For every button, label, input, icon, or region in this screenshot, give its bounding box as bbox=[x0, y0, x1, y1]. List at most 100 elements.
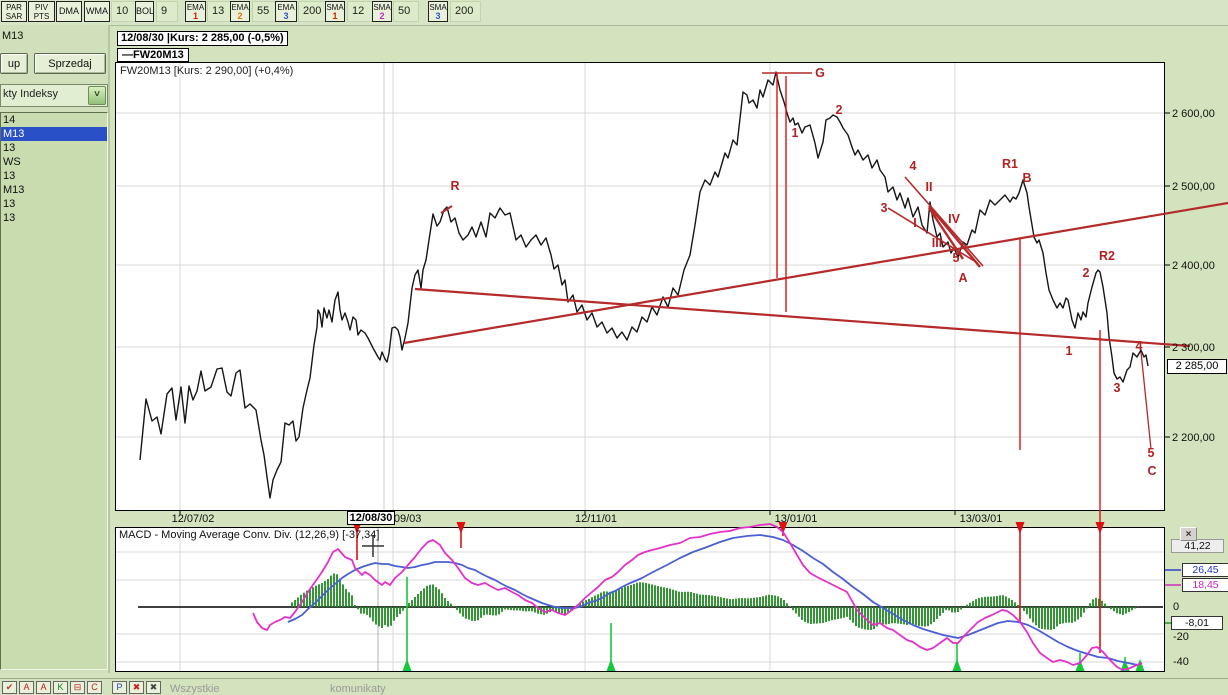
toolbar-button-wma[interactable]: WMA bbox=[84, 1, 110, 22]
sell-arrow-icon bbox=[352, 522, 362, 534]
y-tick-label: 2 400,00 bbox=[1172, 260, 1215, 272]
wave-label: I bbox=[913, 216, 916, 230]
y-tick-label: 2 500,00 bbox=[1172, 181, 1215, 193]
trend-line[interactable] bbox=[1140, 351, 1152, 450]
chevron-down-icon[interactable]: ˅ bbox=[88, 86, 106, 105]
instrument-list: 14 M13 13 WS 13 M13 13 13 bbox=[0, 112, 108, 670]
sell-arrow-icon bbox=[456, 522, 466, 534]
wave-label: G bbox=[815, 66, 825, 80]
instrument-list-item[interactable]: 13 bbox=[3, 212, 16, 224]
x-tick-label: 12/07/02 bbox=[172, 513, 215, 525]
main-price-plot[interactable] bbox=[115, 62, 1165, 511]
statusbar-button[interactable]: ⊟ bbox=[70, 681, 85, 694]
statusbar-button[interactable]: C bbox=[87, 681, 102, 694]
instrument-list-item[interactable]: M13 bbox=[3, 184, 25, 196]
statusbar-button[interactable]: P bbox=[112, 681, 127, 694]
instrument-list-item[interactable]: 14 bbox=[3, 114, 16, 126]
sell-arrow-icon bbox=[778, 522, 788, 534]
buy-button[interactable]: up bbox=[0, 53, 28, 74]
trend-line[interactable] bbox=[414, 287, 1191, 348]
toolbar-param-sma3-period[interactable]: 200 bbox=[450, 1, 481, 22]
instrument-list-item[interactable]: M13 bbox=[1, 127, 107, 141]
toolbar-button-ema3[interactable]: EMA 3 bbox=[275, 1, 297, 22]
status-text-right: komunikaty bbox=[330, 683, 386, 695]
buy-arrow-icon bbox=[952, 659, 962, 671]
wave-label: 1 bbox=[1066, 344, 1073, 358]
macd-close-button[interactable]: × bbox=[1180, 527, 1197, 541]
macd-axis-value-box: 26,45 bbox=[1182, 563, 1228, 577]
series-legend: —FW20M13 bbox=[117, 48, 189, 62]
trend-line[interactable] bbox=[928, 207, 964, 260]
wave-label: A bbox=[958, 271, 967, 285]
buy-arrow-icon bbox=[606, 659, 616, 671]
buy-arrow-icon bbox=[402, 659, 412, 671]
wave-label: R bbox=[450, 179, 459, 193]
wave-label: 5 bbox=[1148, 446, 1155, 460]
buy-arrow-icon bbox=[1075, 659, 1085, 671]
buy-arrow-icon bbox=[1135, 659, 1145, 671]
y-tick-label: 2 200,00 bbox=[1172, 432, 1215, 444]
toolbar-param-ema3-period[interactable]: 200 bbox=[298, 1, 329, 22]
trend-line[interactable] bbox=[887, 207, 977, 263]
sell-arrow-icon bbox=[1095, 522, 1105, 534]
trend-line[interactable] bbox=[928, 205, 981, 268]
statusbar-button[interactable]: K bbox=[53, 681, 68, 694]
instrument-list-item[interactable]: 13 bbox=[3, 142, 16, 154]
toolbar-button-sma3[interactable]: SMA 3 bbox=[428, 1, 448, 22]
statusbar-button[interactable]: ✖ bbox=[146, 681, 161, 694]
dropdown-value: kty Indeksy bbox=[3, 88, 59, 100]
wave-label: C bbox=[1147, 464, 1156, 478]
instrument-list-item[interactable]: WS bbox=[3, 156, 21, 168]
trend-line[interactable] bbox=[440, 205, 453, 214]
toolbar-button-par-sar[interactable]: PAR SAR bbox=[1, 1, 27, 22]
toolbar-param-sma2-period[interactable]: 50 bbox=[393, 1, 419, 22]
toolbar-param-ema2-period[interactable]: 55 bbox=[252, 1, 278, 22]
sidebar: M13 up Sprzedaj kty Indeksy ˅ 14 M13 13 WS 1… bbox=[0, 25, 110, 673]
toolbar-param-wma-period[interactable]: 10 bbox=[111, 1, 138, 22]
toolbar-button-piv-pts[interactable]: PIV PTS bbox=[28, 1, 55, 22]
statusbar-button[interactable]: ✔ bbox=[2, 681, 17, 694]
last-price-box: 2 285,00 bbox=[1167, 359, 1227, 374]
wave-label: IV bbox=[948, 212, 960, 226]
statusbar-button[interactable]: A bbox=[36, 681, 51, 694]
instrument-list-item[interactable]: 13 bbox=[3, 198, 16, 210]
toolbar-button-ema1[interactable]: EMA 1 bbox=[185, 1, 206, 22]
toolbar-button-bol[interactable]: BOL bbox=[135, 1, 154, 22]
toolbar-param-sma1-period[interactable]: 12 bbox=[347, 1, 373, 22]
wave-label: R2 bbox=[1099, 249, 1115, 263]
toolbar-button-dma[interactable]: DMA bbox=[56, 1, 82, 22]
toolbar-button-ema2[interactable]: EMA 2 bbox=[230, 1, 250, 22]
wave-label: 1 bbox=[792, 126, 799, 140]
wave-label: R1 bbox=[1002, 157, 1018, 171]
macd-axis-value-box: -8,01 bbox=[1171, 616, 1223, 630]
instrument-category-dropdown[interactable]: kty Indeksy ˅ bbox=[0, 84, 108, 107]
statusbar-button[interactable]: A bbox=[19, 681, 34, 694]
trend-line[interactable] bbox=[403, 201, 1228, 345]
wave-label: 3 bbox=[881, 201, 888, 215]
status-text-left: Wszystkie bbox=[170, 683, 220, 695]
bottom-toolbar: ✔ A A K ⊟ C P ✖ ✖ Wszystkie komunikaty bbox=[0, 678, 1228, 695]
sidebar-symbol-partial: M13 bbox=[2, 30, 24, 42]
macd-axis-value-box: 18,45 bbox=[1182, 578, 1228, 592]
toolbar-button-sma2[interactable]: SMA 2 bbox=[372, 1, 392, 22]
indicator-toolbar: PAR SAR PIV PTS DMA WMA 10 BOL 9 EMA 1 13 EMA 2 55 EMA 3… bbox=[0, 0, 1228, 26]
statusbar-button[interactable]: ✖ bbox=[129, 681, 144, 694]
quote-info-box: 12/08/30 |Kurs: 2 285,00 (-0,5%) bbox=[117, 31, 288, 46]
wave-label: 4 bbox=[1136, 339, 1143, 353]
wave-label: 4 bbox=[910, 159, 917, 173]
x-tick-label: 13/01/01 bbox=[775, 513, 818, 525]
chart-title: FW20M13 [Kurs: 2 290,00] (+0,4%) bbox=[120, 65, 294, 77]
trend-line[interactable] bbox=[904, 176, 984, 267]
legend-dash-icon: — bbox=[122, 49, 133, 61]
toolbar-param-bol-period[interactable]: 9 bbox=[156, 1, 178, 22]
sell-button[interactable]: Sprzedaj bbox=[34, 53, 106, 74]
instrument-list-item[interactable]: 13 bbox=[3, 170, 16, 182]
macd-title: MACD - Moving Average Conv. Div. (12,26,… bbox=[119, 529, 380, 541]
x-tick-label: 13/03/01 bbox=[960, 513, 1003, 525]
price-line bbox=[139, 71, 1149, 499]
toolbar-button-sma1[interactable]: SMA 1 bbox=[325, 1, 345, 22]
sell-arrow-icon bbox=[1015, 522, 1025, 534]
y-tick-label: 2 300,00 bbox=[1172, 342, 1215, 354]
